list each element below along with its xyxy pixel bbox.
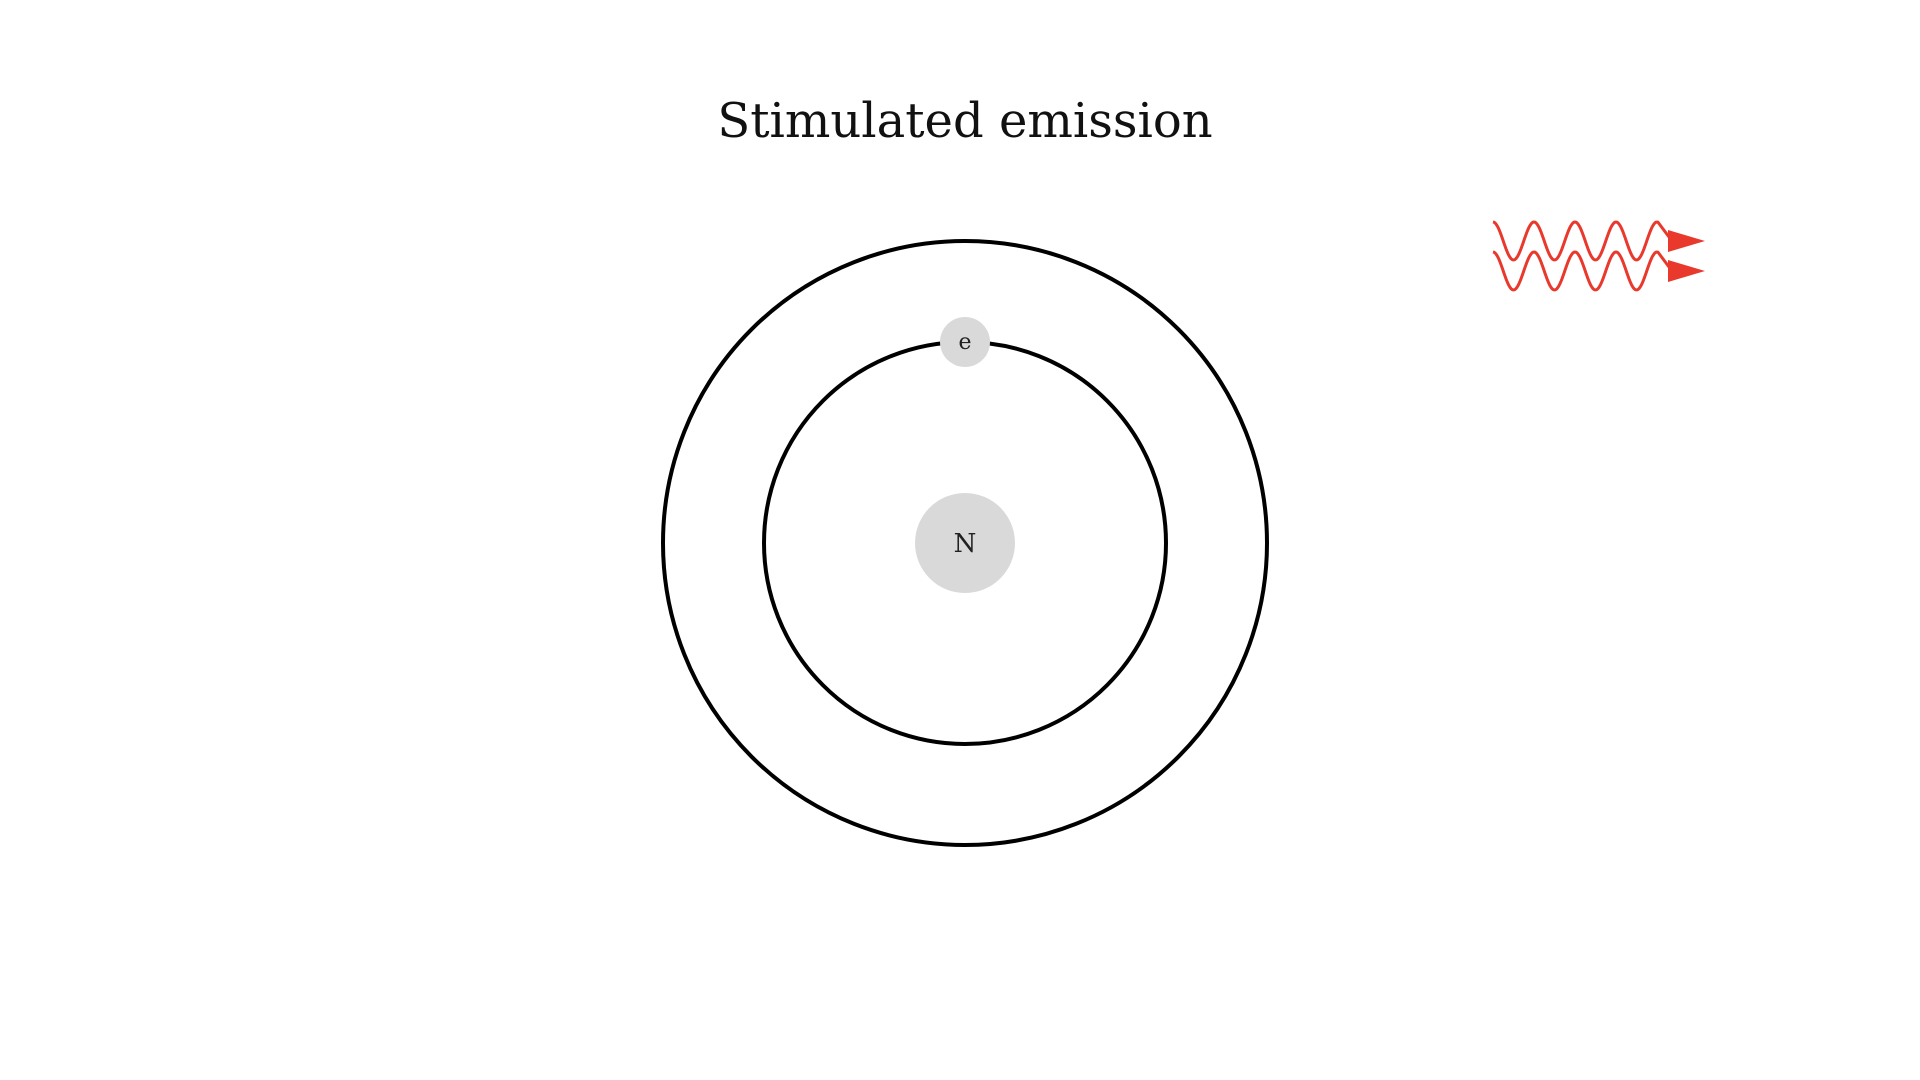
nucleus: N [915,493,1015,593]
photon-wave-2 [1492,250,1674,292]
outer-orbit [661,239,1269,847]
photon-wave-1 [1492,220,1674,262]
diagram-title: Stimulated emission [717,93,1212,149]
electron-circle [940,317,990,367]
photon-arrowhead-1 [1668,230,1705,252]
photon-arrowhead-2 [1668,260,1705,282]
nucleus-label: N [954,529,977,559]
photons [1492,220,1705,292]
nucleus-circle [915,493,1015,593]
electron-label: e [958,330,971,355]
electron: e [940,317,990,367]
